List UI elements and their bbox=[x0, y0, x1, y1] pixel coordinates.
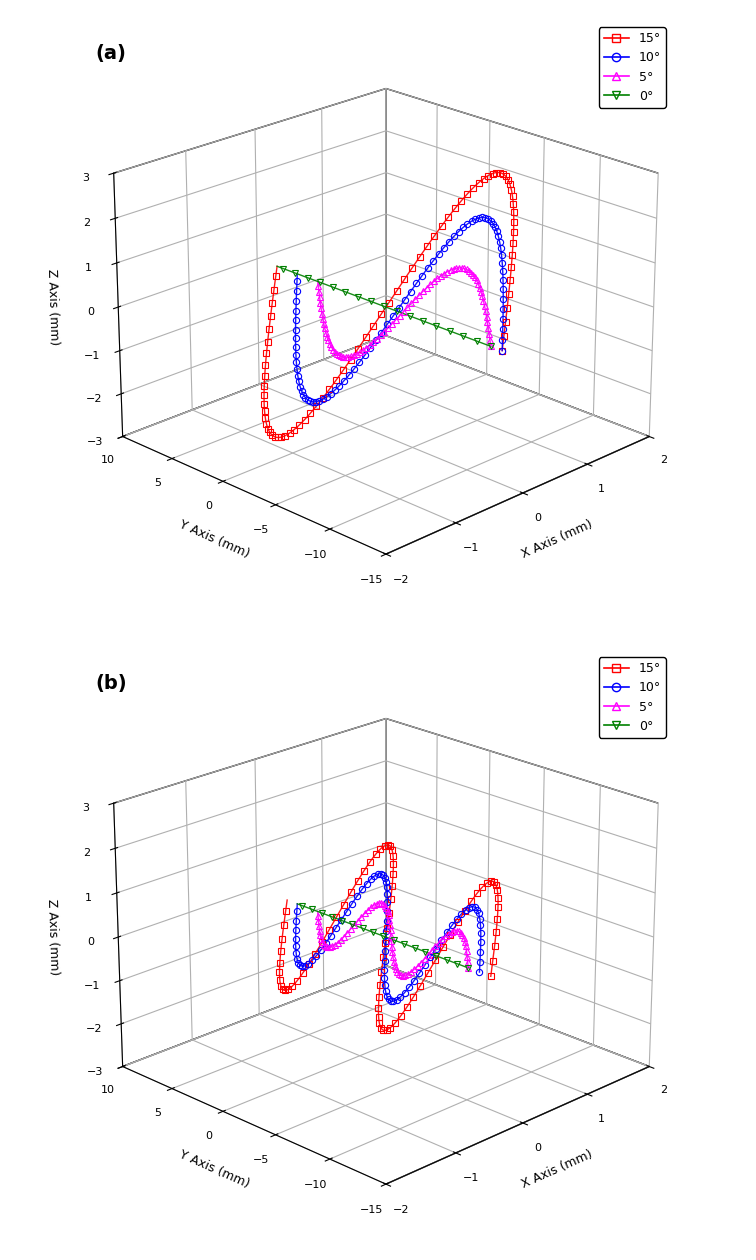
Y-axis label: Y Axis (mm): Y Axis (mm) bbox=[178, 1148, 252, 1191]
Text: (a): (a) bbox=[95, 44, 126, 63]
Y-axis label: Y Axis (mm): Y Axis (mm) bbox=[178, 518, 252, 561]
X-axis label: X Axis (mm): X Axis (mm) bbox=[519, 518, 595, 561]
Text: (b): (b) bbox=[95, 674, 127, 693]
Legend: 15°, 10°, 5°, 0°: 15°, 10°, 5°, 0° bbox=[599, 26, 666, 108]
Legend: 15°, 10°, 5°, 0°: 15°, 10°, 5°, 0° bbox=[599, 656, 666, 738]
X-axis label: X Axis (mm): X Axis (mm) bbox=[519, 1148, 595, 1191]
